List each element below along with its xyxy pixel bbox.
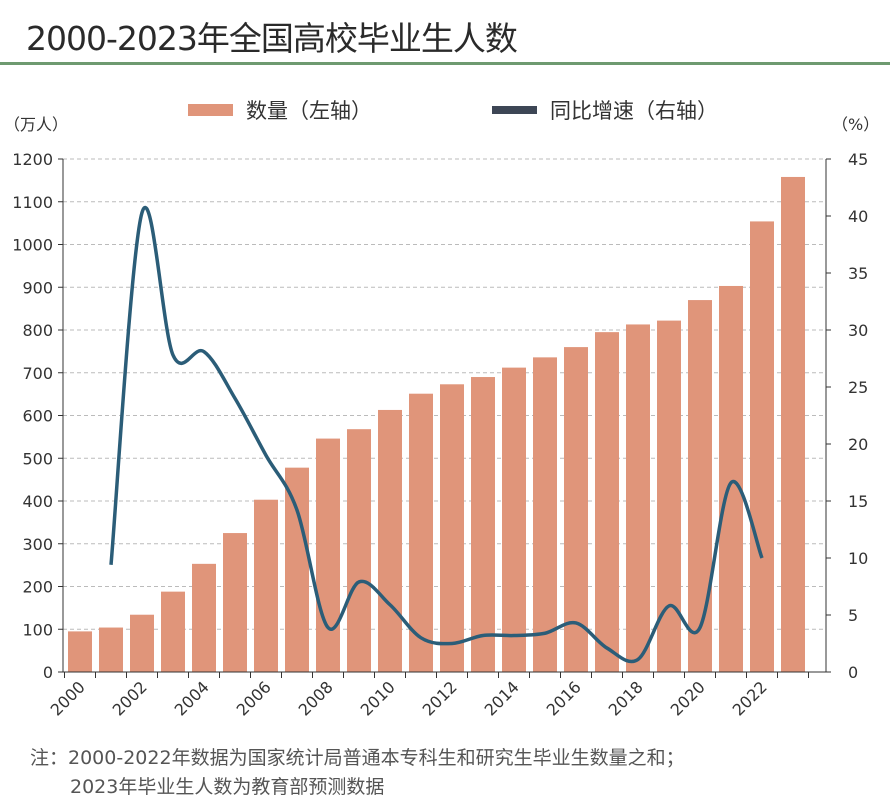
x-tick-label: 2012 <box>419 677 461 719</box>
bar-2003 <box>161 591 185 672</box>
left-tick-label: 800 <box>22 321 53 340</box>
legend-swatch-line <box>492 106 537 114</box>
right-tick-label: 45 <box>848 150 868 169</box>
bar-2000 <box>68 631 92 672</box>
bar-2013 <box>471 377 495 672</box>
x-tick-label: 2016 <box>543 677 585 719</box>
left-tick-label: 200 <box>22 578 53 597</box>
bar-2014 <box>502 367 526 672</box>
left-axis-unit: （万人） <box>4 115 68 134</box>
bar-2005 <box>223 533 247 672</box>
right-tick-label: 10 <box>848 549 868 568</box>
left-tick-label: 100 <box>22 620 53 639</box>
x-tick-label: 2004 <box>171 677 213 719</box>
bar-2004 <box>192 563 216 672</box>
bar-2007 <box>285 467 309 672</box>
right-tick-label: 5 <box>848 606 858 625</box>
bar-2021 <box>719 285 743 672</box>
bar-2011 <box>409 393 433 672</box>
right-tick-label: 20 <box>848 435 868 454</box>
bar-2001 <box>99 627 123 672</box>
bar-2022 <box>750 221 774 673</box>
legend-label-line: 同比增速（右轴） <box>550 99 718 123</box>
bar-2023 <box>781 176 805 672</box>
bar-2008 <box>316 438 340 672</box>
bar-2002 <box>130 614 154 672</box>
bar-2012 <box>440 384 464 672</box>
x-tick-label: 2022 <box>729 677 771 719</box>
right-tick-label: 15 <box>848 492 868 511</box>
x-tick-label: 2006 <box>233 677 275 719</box>
bar-2015 <box>533 357 557 672</box>
left-tick-label: 1100 <box>12 193 53 212</box>
right-tick-label: 0 <box>848 663 858 682</box>
x-tick-label: 2010 <box>357 677 399 719</box>
right-axis-unit: （%） <box>832 115 879 134</box>
x-tick-label: 2008 <box>295 677 337 719</box>
left-tick-label: 300 <box>22 535 53 554</box>
chart-svg: 0100200300400500600700800900100011001200… <box>4 99 879 720</box>
bar-2020 <box>688 300 712 672</box>
left-tick-label: 700 <box>22 364 53 383</box>
bar-2009 <box>347 429 371 672</box>
right-tick-label: 40 <box>848 207 868 226</box>
left-tick-label: 900 <box>22 278 53 297</box>
left-tick-label: 0 <box>43 663 53 682</box>
bar-2006 <box>254 499 278 672</box>
chart-title: 2000-2023年全国高校毕业生人数 <box>26 19 518 58</box>
left-tick-label: 1000 <box>12 236 53 255</box>
right-tick-label: 30 <box>848 321 868 340</box>
bar-2016 <box>564 347 588 672</box>
bar-2010 <box>378 409 402 672</box>
footnote-line-1: 注：2000-2022年数据为国家统计局普通本专科生和研究生毕业生数量之和； <box>30 747 685 769</box>
right-tick-label: 25 <box>848 378 868 397</box>
left-tick-label: 1200 <box>12 150 53 169</box>
bar-2017 <box>595 332 619 672</box>
footnote: 注：2000-2022年数据为国家统计局普通本专科生和研究生毕业生数量之和； 2… <box>30 744 685 802</box>
title-divider <box>0 62 890 65</box>
growth-rate-line <box>109 206 764 664</box>
x-tick-label: 2002 <box>109 677 151 719</box>
bar-2018 <box>626 324 650 672</box>
x-tick-label: 2020 <box>667 677 709 719</box>
right-tick-label: 35 <box>848 264 868 283</box>
left-tick-label: 400 <box>22 492 53 511</box>
x-tick-label: 2018 <box>605 677 647 719</box>
left-tick-label: 600 <box>22 407 53 426</box>
x-tick-label: 2014 <box>481 677 523 719</box>
legend-swatch-bar <box>188 104 233 116</box>
footnote-line-2: 2023年毕业生人数为教育部预测数据 <box>70 776 385 798</box>
x-tick-label: 2000 <box>47 677 89 719</box>
legend-label-bar: 数量（左轴） <box>246 99 372 123</box>
left-tick-label: 500 <box>22 449 53 468</box>
